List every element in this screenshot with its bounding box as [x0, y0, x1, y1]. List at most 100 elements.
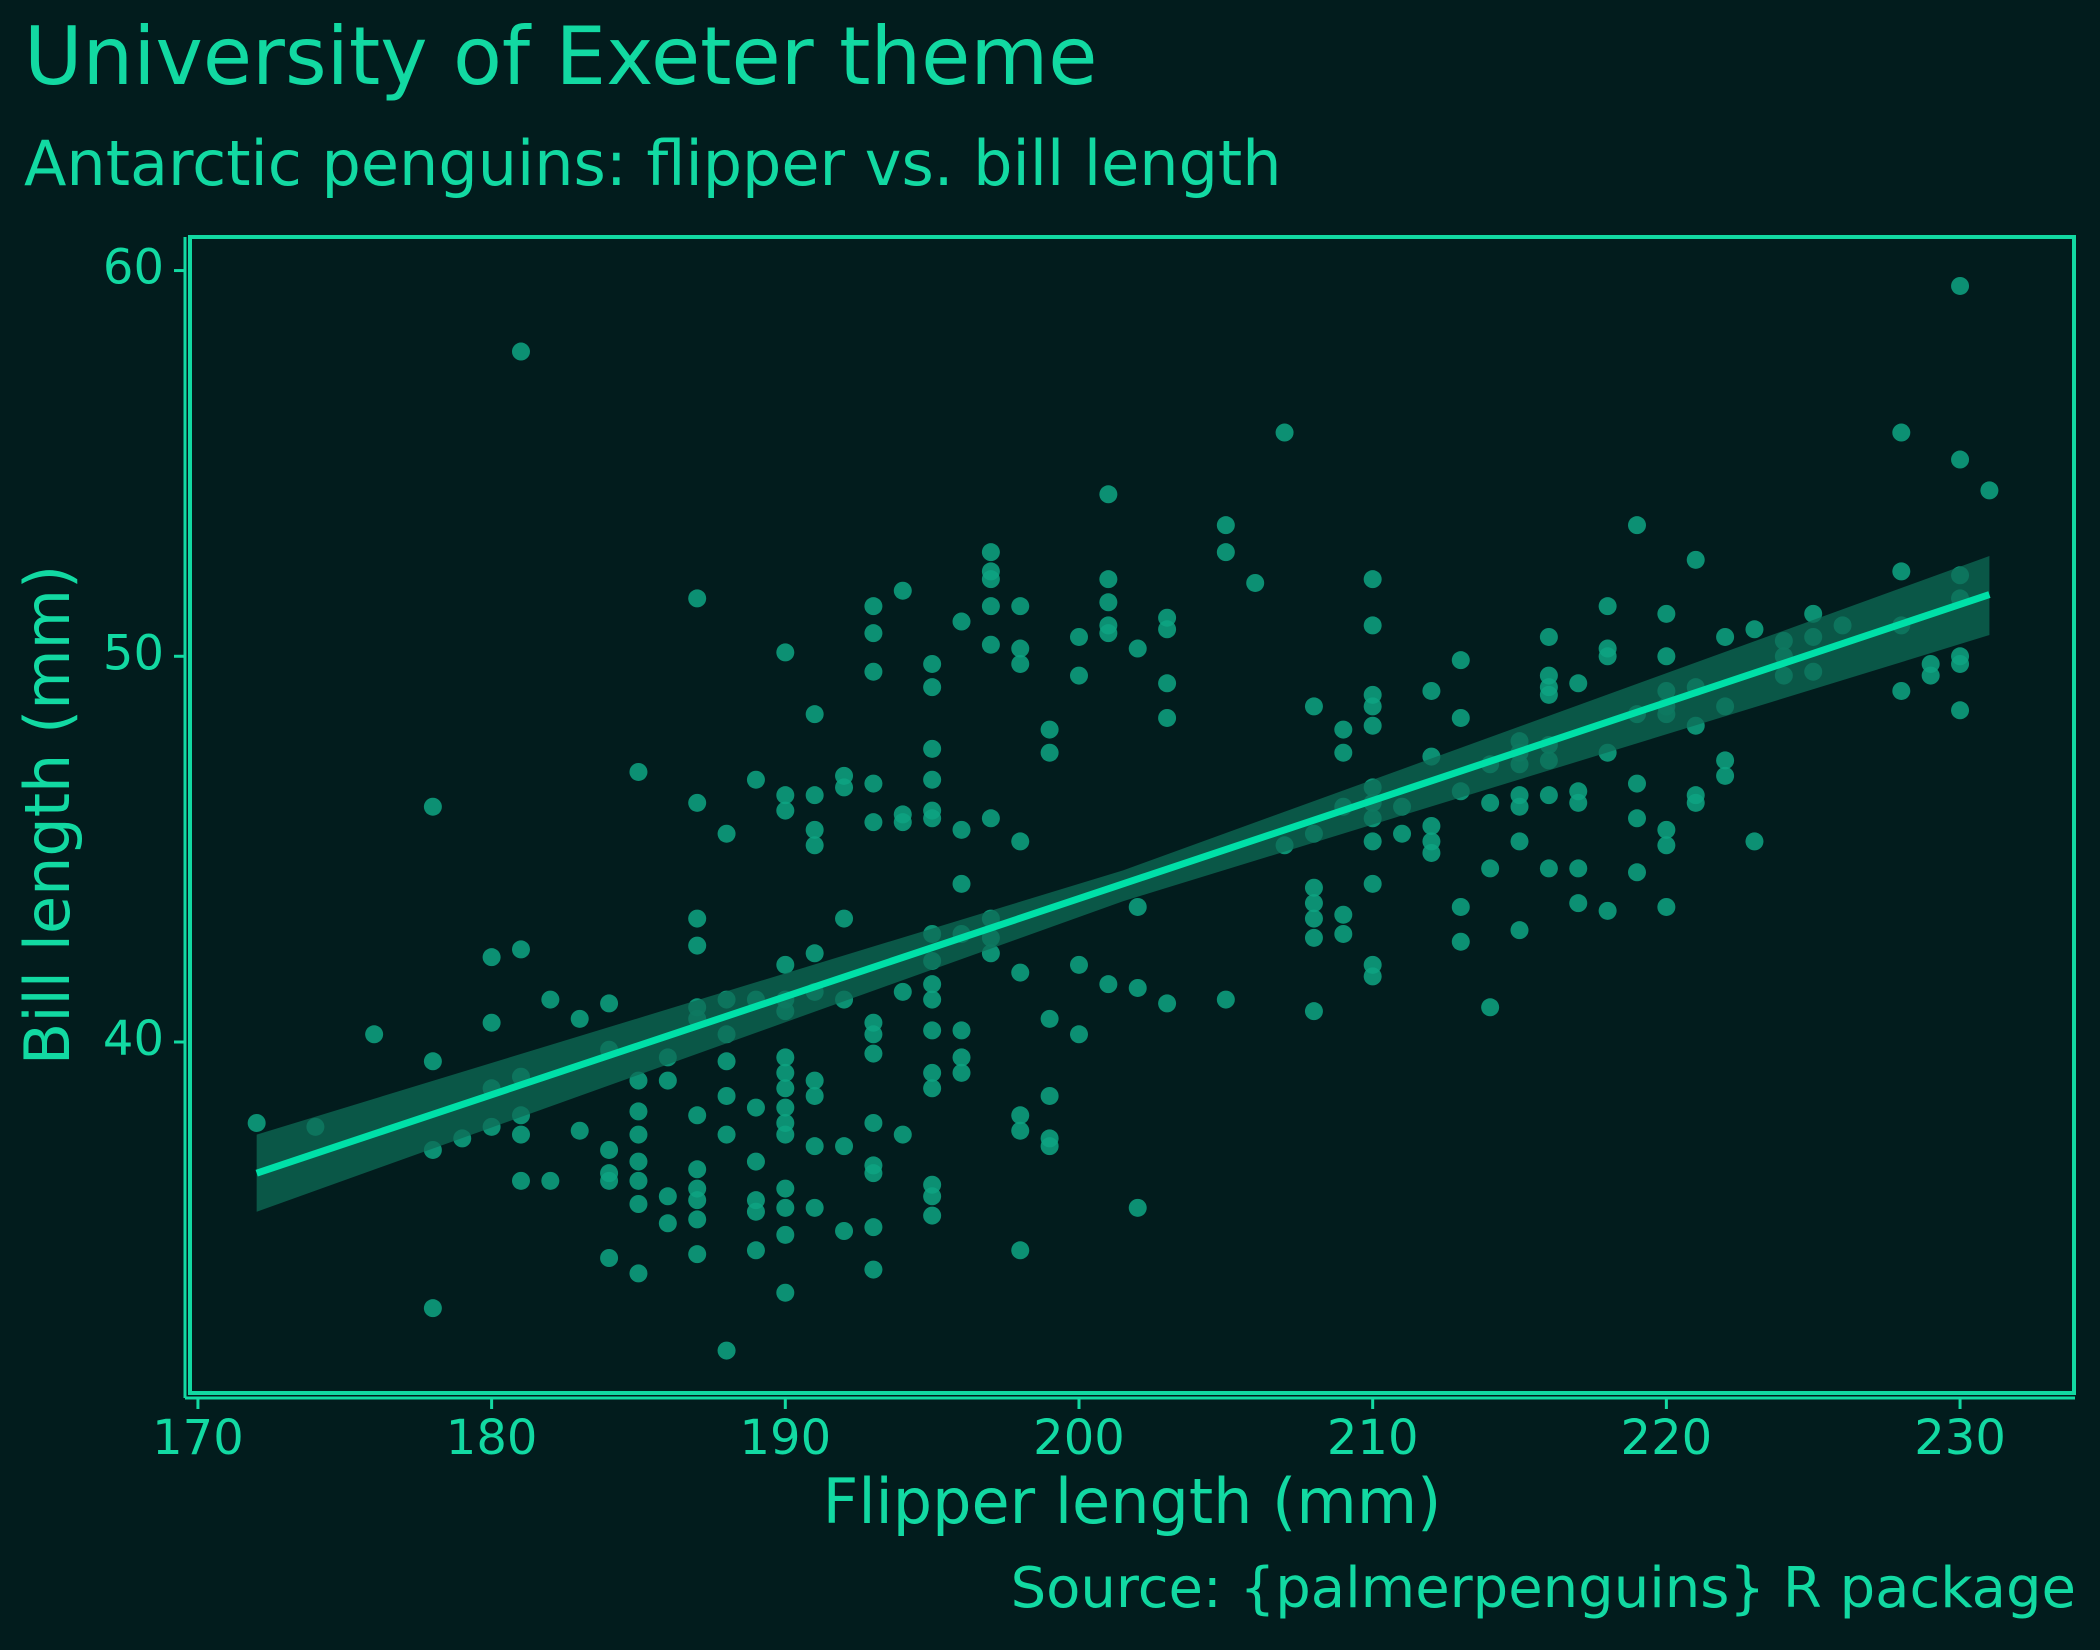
- point: [1627, 863, 1646, 882]
- point: [688, 1160, 707, 1179]
- point: [1481, 998, 1500, 1017]
- point: [893, 982, 912, 1001]
- point: [1040, 1086, 1059, 1105]
- point: [658, 1187, 677, 1206]
- point: [776, 1079, 795, 1098]
- point: [1451, 932, 1470, 951]
- point: [864, 1260, 883, 1279]
- point: [1275, 423, 1294, 442]
- point: [1539, 859, 1558, 878]
- point: [746, 1152, 765, 1171]
- chart-title: University of Exeter theme: [24, 10, 1098, 103]
- point: [1334, 905, 1353, 924]
- point: [805, 1086, 824, 1105]
- point: [1569, 793, 1588, 812]
- point: [600, 1248, 619, 1267]
- point: [864, 1025, 883, 1044]
- point: [1539, 786, 1558, 805]
- point: [1128, 897, 1147, 916]
- point: [1040, 720, 1059, 739]
- point: [688, 793, 707, 812]
- point: [923, 1206, 942, 1225]
- point: [923, 1187, 942, 1206]
- point: [688, 589, 707, 608]
- point: [776, 801, 795, 820]
- point: [1716, 627, 1735, 646]
- point: [1304, 1002, 1323, 1021]
- point: [1657, 836, 1676, 855]
- point: [805, 820, 824, 839]
- point: [893, 581, 912, 600]
- point: [688, 1245, 707, 1264]
- point: [923, 809, 942, 828]
- point: [1921, 666, 1940, 685]
- point: [1011, 597, 1030, 616]
- point: [1745, 620, 1764, 639]
- point: [1069, 955, 1088, 974]
- point: [1393, 824, 1412, 843]
- point: [864, 1113, 883, 1132]
- point: [1304, 894, 1323, 913]
- point: [835, 1137, 854, 1156]
- point: [805, 1198, 824, 1217]
- point: [1510, 921, 1529, 940]
- point: [1011, 963, 1030, 982]
- point: [541, 990, 560, 1009]
- point: [1011, 639, 1030, 658]
- point: [1481, 859, 1500, 878]
- point: [923, 1079, 942, 1098]
- point: [1363, 570, 1382, 589]
- point: [776, 1198, 795, 1217]
- point: [776, 1063, 795, 1082]
- point: [1099, 570, 1118, 589]
- point: [1951, 450, 1970, 469]
- point: [1158, 620, 1177, 639]
- point: [1569, 674, 1588, 693]
- point: [511, 940, 530, 959]
- point: [688, 1106, 707, 1125]
- point: [835, 909, 854, 928]
- point: [1892, 562, 1911, 581]
- point: [717, 1341, 736, 1360]
- point: [805, 944, 824, 963]
- point: [1011, 832, 1030, 851]
- point: [1158, 994, 1177, 1013]
- point: [923, 1063, 942, 1082]
- point: [864, 1044, 883, 1063]
- point: [1099, 624, 1118, 643]
- point: [1158, 674, 1177, 693]
- point: [629, 1264, 648, 1283]
- point: [423, 1052, 442, 1071]
- point: [600, 994, 619, 1013]
- point: [247, 1113, 266, 1132]
- point: [923, 739, 942, 758]
- point: [1069, 1025, 1088, 1044]
- point: [923, 654, 942, 673]
- point: [981, 809, 1000, 828]
- point: [1040, 1009, 1059, 1028]
- point: [717, 1125, 736, 1144]
- point: [365, 1025, 384, 1044]
- point: [952, 820, 971, 839]
- point: [1627, 774, 1646, 793]
- point: [923, 770, 942, 789]
- point: [776, 1048, 795, 1067]
- point: [511, 342, 530, 361]
- point: [1598, 901, 1617, 920]
- point: [570, 1121, 589, 1140]
- point: [1363, 874, 1382, 893]
- point: [1657, 820, 1676, 839]
- point: [1745, 832, 1764, 851]
- point: [864, 813, 883, 832]
- point: [1158, 708, 1177, 727]
- point: [1598, 597, 1617, 616]
- fit-line: [255, 591, 1991, 1177]
- point: [629, 1152, 648, 1171]
- point: [952, 1048, 971, 1067]
- point: [746, 770, 765, 789]
- point: [1422, 681, 1441, 700]
- point: [776, 786, 795, 805]
- point: [1951, 701, 1970, 720]
- point: [1892, 681, 1911, 700]
